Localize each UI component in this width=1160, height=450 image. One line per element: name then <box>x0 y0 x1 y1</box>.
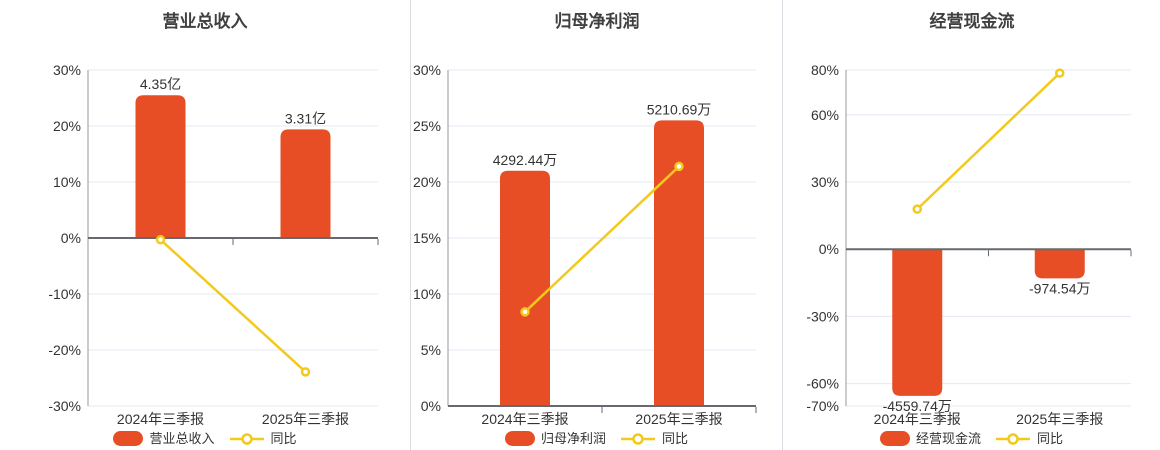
bar[interactable] <box>135 95 186 238</box>
yoy-line-marker[interactable] <box>520 307 530 317</box>
legend-bar-series-label: 营业总收入 <box>149 431 215 446</box>
y-axis-tick-label: 10% <box>413 286 441 302</box>
legend-item-line-series[interactable]: 同比 <box>995 431 1063 446</box>
chart-title: 经营现金流 <box>930 11 1015 31</box>
bar-series-swatch-icon <box>879 431 910 446</box>
line-series-marker-icon <box>229 432 264 445</box>
chart-panel-1: 30% 20% 10% 0% -10% -20% -30% 4.35亿 2024年三季报 3.31… <box>0 0 410 450</box>
x-axis-category-label: 2024年三季报 <box>874 411 961 427</box>
bar-value-label: 4292.44万 <box>493 152 558 168</box>
chart-canvas-2: 30% 25% 20% 15% 10% 5% 0% 4292.44万 2024年三季报 5210.… <box>413 11 757 427</box>
legend-item-line-series[interactable]: 同比 <box>620 431 688 446</box>
legend-bar-series-label: 归母净利润 <box>540 431 606 446</box>
yoy-line-marker[interactable] <box>912 204 922 214</box>
line-marker-circle <box>632 432 644 445</box>
yoy-line <box>159 238 307 373</box>
line-series-marker-icon <box>621 432 655 445</box>
legend-item-bar-series[interactable]: 归母净利润 <box>504 431 606 446</box>
line-series-marker-icon <box>996 432 1030 445</box>
bar-series-swatch-icon <box>113 431 144 446</box>
bar-value-label: 4.35亿 <box>140 76 181 92</box>
y-axis-tick-label: 0% <box>421 398 441 414</box>
bar[interactable] <box>1034 249 1085 279</box>
y-axis-tick-label: 60% <box>811 107 839 123</box>
yoy-line-marker[interactable] <box>300 367 311 377</box>
bar[interactable] <box>280 129 331 238</box>
x-axis-category-label: 2025年三季报 <box>635 411 722 427</box>
bar-series-swatch-icon <box>504 431 535 446</box>
chart-canvas-1: 30% 20% 10% 0% -10% -20% -30% 4.35亿 2024年三季报 3.31… <box>48 11 379 427</box>
y-axis-tick-label: 0% <box>819 241 839 257</box>
y-axis-tick-label: 10% <box>53 174 81 190</box>
x-axis-category-label: 2025年三季报 <box>1016 411 1103 427</box>
legend-bar-series-label: 经营现金流 <box>915 431 981 446</box>
y-axis-tick-label: 25% <box>413 118 441 134</box>
y-axis-tick-label: 30% <box>413 62 441 78</box>
yoy-line-marker[interactable] <box>674 161 684 172</box>
yoy-line-marker[interactable] <box>155 234 166 245</box>
y-axis-tick-label: -70% <box>806 398 839 414</box>
y-axis-tick-label: 30% <box>53 62 81 78</box>
legend-item-line-series[interactable]: 同比 <box>229 431 297 446</box>
yoy-line <box>524 165 680 313</box>
legend: 营业总收入 同比 <box>0 431 410 446</box>
bar-value-label: 5210.69万 <box>647 101 712 117</box>
y-axis-tick-label: 80% <box>811 62 839 78</box>
legend-line-series-label: 同比 <box>270 431 297 446</box>
y-axis-tick-label: 0% <box>61 230 81 246</box>
bar[interactable] <box>654 120 704 407</box>
bar[interactable] <box>892 249 943 396</box>
y-axis-tick-label: -30% <box>48 398 81 414</box>
x-axis-category-label: 2024年三季报 <box>481 411 568 427</box>
y-axis-tick-label: 20% <box>53 118 81 134</box>
y-axis-tick-label: 20% <box>413 174 441 190</box>
bar[interactable] <box>500 170 550 406</box>
chart-panel-2: 30% 25% 20% 15% 10% 5% 0% 4292.44万 2024年三季报 5210.… <box>410 0 782 450</box>
chart-canvas-3: 80% 60% 30% 0% -30% -60% -70% -4559.74万2024年三季报… <box>806 11 1132 427</box>
bar-value-label: 3.31亿 <box>285 110 326 126</box>
x-axis-category-label: 2024年三季报 <box>117 411 204 427</box>
legend-item-bar-series[interactable]: 经营现金流 <box>879 431 981 446</box>
line-marker-circle <box>240 432 253 445</box>
legend-item-bar-series[interactable]: 营业总收入 <box>113 431 215 446</box>
bar-value-label: -974.54万 <box>1029 280 1090 296</box>
legend-line-series-label: 同比 <box>662 431 689 446</box>
x-axis-category-label: 2025年三季报 <box>262 411 349 427</box>
y-axis-tick-label: 30% <box>811 174 839 190</box>
legend: 归母净利润 同比 <box>411 431 782 446</box>
yoy-line <box>916 72 1061 211</box>
y-axis-tick-label: 5% <box>421 342 441 358</box>
line-marker-circle <box>1007 432 1019 445</box>
y-axis-tick-label: -60% <box>806 376 839 392</box>
chart-title: 营业总收入 <box>163 11 248 31</box>
y-axis-tick-label: -30% <box>806 308 839 324</box>
legend: 经营现金流 同比 <box>783 431 1160 446</box>
chart-title: 归母净利润 <box>555 11 640 31</box>
legend-line-series-label: 同比 <box>1037 431 1064 446</box>
y-axis-tick-label: -10% <box>48 286 81 302</box>
y-axis-tick-label: -20% <box>48 342 81 358</box>
yoy-line-marker[interactable] <box>1055 68 1065 78</box>
chart-panel-3: 80% 60% 30% 0% -30% -60% -70% -4559.74万 2024年三季报… <box>782 0 1160 450</box>
bar-value-label: -4559.74万 <box>883 398 952 414</box>
y-axis-tick-label: 15% <box>413 230 441 246</box>
